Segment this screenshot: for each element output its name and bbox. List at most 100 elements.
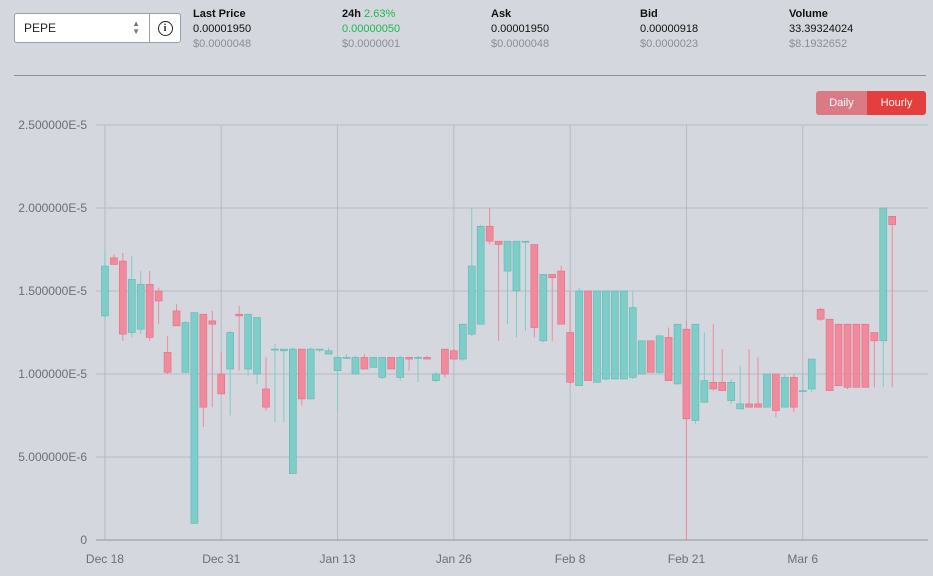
- candle-body: [709, 381, 718, 390]
- y-tick-label: 1.500000E-5: [18, 284, 87, 298]
- candle-body: [190, 312, 199, 524]
- candle-body: [861, 323, 870, 388]
- stat-label: Bid: [640, 8, 658, 20]
- candle-body: [315, 348, 324, 351]
- candle-body: [628, 307, 637, 378]
- candle-body: [235, 313, 243, 317]
- symbol-select-value: PEPE: [24, 21, 57, 35]
- x-tick-label: Jan 13: [320, 552, 356, 566]
- candle-body: [646, 340, 655, 373]
- candle-body: [611, 290, 619, 380]
- candle-body: [548, 274, 557, 279]
- candle-body: [217, 373, 226, 395]
- candle-body: [816, 308, 825, 320]
- candle-body: [181, 322, 190, 373]
- candle-body: [262, 388, 270, 408]
- candle-body: [271, 348, 279, 351]
- candle-body: [378, 357, 387, 378]
- candle-body: [888, 216, 897, 225]
- candle-body: [736, 403, 744, 410]
- candle-body: [763, 373, 771, 408]
- candle-body: [664, 337, 673, 381]
- candle-body: [584, 290, 592, 381]
- x-tick-label: Dec 18: [86, 552, 124, 566]
- candle-body: [145, 284, 154, 338]
- stat-value: 0.00001950: [491, 23, 550, 35]
- candle-body: [450, 350, 458, 360]
- candle-body: [557, 270, 566, 325]
- stat-ask: Ask 0.00001950 $0.0000048: [491, 7, 549, 52]
- candle-body: [306, 348, 315, 400]
- candle-body: [637, 340, 646, 375]
- candle-body: [790, 377, 798, 408]
- symbol-select[interactable]: PEPE ▲ ▼: [14, 13, 150, 43]
- candle-body: [655, 335, 664, 373]
- candle-body: [539, 274, 548, 342]
- info-icon: i: [157, 20, 173, 36]
- candle-body: [620, 290, 628, 380]
- daily-toggle-button[interactable]: Daily: [816, 91, 867, 115]
- candle-body: [405, 357, 413, 360]
- x-tick-label: Mar 6: [787, 552, 818, 566]
- candle-body: [369, 357, 378, 368]
- candle-body: [172, 310, 181, 327]
- stat-24h: 24h 2.63% 0.00000050 $0.0000001: [342, 7, 400, 52]
- candle-body: [691, 323, 700, 421]
- stat-usd: $0.0000023: [640, 38, 699, 50]
- stat-bid: Bid 0.00000918 $0.0000023: [640, 7, 698, 52]
- candle-body: [718, 381, 727, 391]
- candle-body: [342, 357, 351, 359]
- candle-body: [414, 357, 422, 359]
- candle-body: [199, 313, 208, 408]
- candle-body: [297, 348, 306, 400]
- candle-body: [727, 381, 735, 401]
- stat-value: 0.00000918: [640, 23, 699, 35]
- candle-body: [781, 377, 789, 408]
- candle-body: [226, 332, 234, 370]
- stat-usd: $8.1932652: [789, 38, 848, 50]
- candle-body: [602, 290, 610, 380]
- candle-body: [494, 240, 503, 245]
- hourly-toggle-button[interactable]: Hourly: [867, 91, 926, 115]
- candle-body: [119, 260, 127, 335]
- candle-body: [503, 240, 512, 272]
- stat-last-price: Last Price 0.00001950 $0.0000048: [193, 7, 251, 52]
- candle-body: [700, 380, 709, 403]
- candle-body: [745, 403, 753, 408]
- candle-body: [387, 357, 396, 370]
- y-tick-label: 5.000000E-6: [18, 450, 87, 464]
- candle-body: [485, 225, 494, 242]
- candle-body: [834, 323, 843, 386]
- stat-usd: $0.0000001: [342, 38, 401, 50]
- candle-body: [476, 225, 485, 325]
- candle-body: [110, 257, 118, 265]
- candle-body: [396, 357, 404, 378]
- candle-body: [772, 373, 780, 411]
- x-tick-label: Feb 21: [668, 552, 706, 566]
- candle-body: [101, 265, 109, 317]
- candle-body: [825, 318, 834, 391]
- stat-change-pct: 2.63%: [364, 8, 396, 20]
- top-bar: PEPE ▲ ▼ i Last Price 0.00001950 $0.00000…: [0, 0, 933, 60]
- candle-body: [530, 244, 539, 328]
- candle-body: [682, 328, 691, 420]
- candle-body: [467, 265, 476, 335]
- candle-body: [333, 357, 342, 371]
- info-button[interactable]: i: [149, 13, 181, 43]
- candle-body: [807, 358, 816, 390]
- candle-body: [136, 284, 145, 330]
- y-tick-label: 0: [80, 533, 87, 547]
- candle-body: [253, 317, 261, 375]
- candle-body: [879, 207, 888, 342]
- candle-body: [244, 313, 252, 370]
- candle-body: [423, 357, 431, 360]
- candle-body: [432, 373, 440, 381]
- candle-body: [154, 290, 163, 302]
- stat-label: Ask: [491, 8, 512, 20]
- stat-value: 33.39324024: [789, 23, 854, 35]
- candle-body: [566, 332, 574, 383]
- chevron-updown-icon: ▲ ▼: [132, 19, 140, 36]
- candle-body: [798, 390, 807, 392]
- candle-body: [521, 240, 530, 243]
